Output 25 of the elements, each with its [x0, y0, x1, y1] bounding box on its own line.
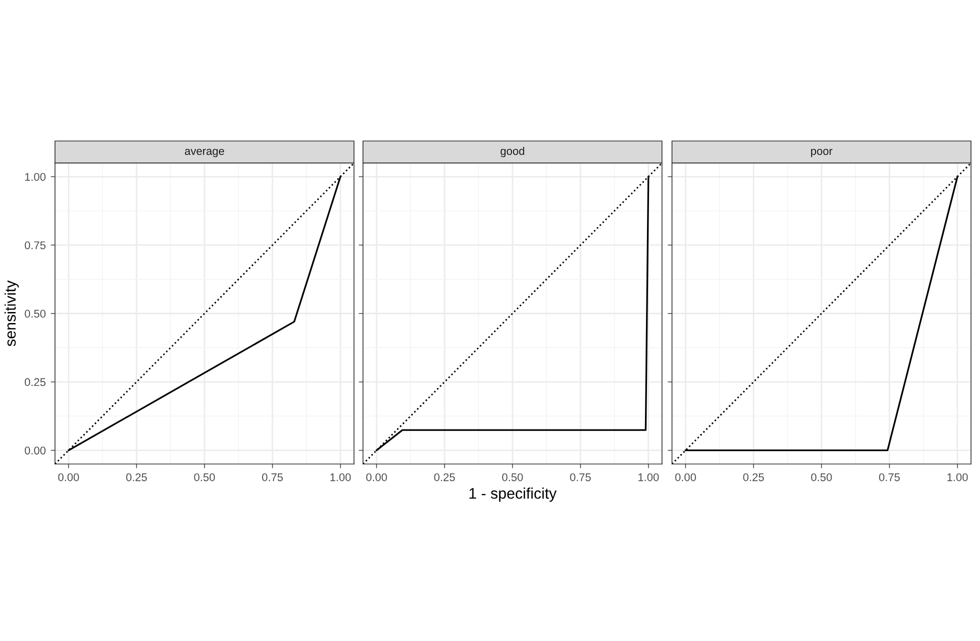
x-tick-label: 0.00 [58, 473, 79, 482]
chart-title: average [184, 148, 224, 158]
x-tick-label: 0.75 [570, 473, 591, 482]
x-tick-label: 0.25 [126, 473, 147, 482]
x-tick-label: 0.50 [811, 473, 832, 482]
x-tick-label: 0.25 [434, 473, 455, 482]
y-tick-label: 0.25 [24, 378, 46, 386]
y-tick-label: 0.50 [24, 310, 46, 318]
x-tick-label: 1.00 [330, 473, 351, 482]
x-tick-label: 1.00 [638, 473, 659, 482]
y-axis-title: sensitivity [4, 280, 19, 346]
x-tick-label: 0.50 [502, 473, 523, 482]
x-tick-label: 0.25 [743, 473, 764, 482]
chart-title: good [500, 146, 524, 158]
chart-title: poor [811, 148, 832, 158]
x-tick-label: 0.75 [879, 473, 900, 482]
y-tick-label: 1.00 [25, 172, 46, 181]
y-tick-label: 0.75 [24, 241, 46, 250]
x-tick-label: 1.00 [947, 473, 968, 482]
x-tick-label: 0.75 [262, 473, 283, 482]
y-tick-label: 0.00 [24, 446, 46, 454]
x-tick-label: 0.00 [675, 473, 696, 482]
x-tick-label: 0.50 [194, 473, 215, 482]
x-axis-title: 1 - specificity [470, 488, 557, 502]
x-tick-label: 0.00 [366, 473, 387, 482]
